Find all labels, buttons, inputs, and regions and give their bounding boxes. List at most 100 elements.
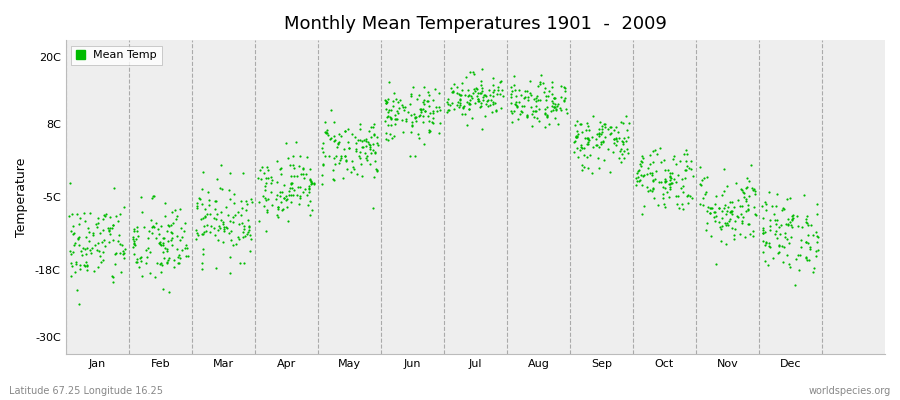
- Point: [761, 189, 776, 196]
- Point: [666, 155, 680, 162]
- Point: [127, 250, 141, 257]
- Point: [542, 88, 556, 94]
- Point: [540, 111, 554, 118]
- Point: [241, 216, 256, 223]
- Point: [200, 211, 214, 217]
- Point: [550, 103, 564, 110]
- Point: [479, 101, 493, 107]
- Point: [481, 102, 495, 109]
- Point: [161, 238, 176, 245]
- Point: [413, 112, 428, 118]
- Point: [385, 134, 400, 141]
- Point: [465, 95, 480, 102]
- Point: [537, 84, 552, 91]
- Point: [398, 104, 412, 110]
- Point: [223, 270, 238, 276]
- Point: [762, 217, 777, 224]
- Point: [216, 221, 230, 228]
- Point: [632, 167, 646, 173]
- Point: [407, 110, 421, 117]
- Point: [489, 107, 503, 114]
- Point: [292, 153, 307, 160]
- Point: [286, 192, 301, 198]
- Point: [575, 129, 590, 135]
- Point: [145, 195, 159, 201]
- Point: [316, 140, 330, 146]
- Point: [98, 242, 112, 249]
- Point: [608, 136, 623, 142]
- Point: [735, 213, 750, 220]
- Point: [697, 175, 711, 181]
- Point: [200, 222, 214, 228]
- Point: [604, 130, 618, 136]
- Point: [134, 273, 148, 280]
- Point: [530, 93, 544, 100]
- Point: [777, 243, 791, 250]
- Point: [763, 223, 778, 230]
- Point: [604, 124, 618, 130]
- Point: [629, 174, 643, 181]
- Point: [393, 96, 408, 103]
- Point: [758, 242, 772, 248]
- Point: [418, 108, 432, 114]
- Point: [793, 251, 807, 258]
- Point: [468, 100, 482, 106]
- Point: [508, 100, 522, 107]
- Point: [772, 249, 787, 256]
- Text: worldspecies.org: worldspecies.org: [809, 386, 891, 396]
- Point: [228, 212, 242, 218]
- Point: [634, 172, 649, 178]
- Point: [665, 170, 680, 176]
- Point: [132, 255, 147, 261]
- Point: [595, 122, 609, 129]
- Point: [196, 168, 211, 175]
- Point: [442, 106, 456, 113]
- Point: [127, 228, 141, 235]
- Point: [764, 202, 778, 209]
- Point: [620, 134, 634, 140]
- Point: [676, 206, 690, 212]
- Point: [341, 144, 356, 151]
- Point: [772, 230, 787, 237]
- Point: [73, 266, 87, 272]
- Point: [663, 181, 678, 188]
- Point: [74, 248, 88, 254]
- Point: [461, 93, 475, 99]
- Point: [708, 218, 723, 224]
- Point: [386, 98, 400, 104]
- Point: [527, 114, 542, 120]
- Point: [786, 212, 800, 219]
- Point: [677, 150, 691, 157]
- Point: [112, 250, 127, 256]
- Point: [259, 175, 274, 182]
- Point: [65, 263, 79, 269]
- Point: [405, 123, 419, 130]
- Point: [63, 180, 77, 187]
- Point: [485, 109, 500, 116]
- Point: [152, 241, 166, 248]
- Point: [383, 121, 398, 128]
- Point: [290, 192, 304, 198]
- Point: [168, 216, 183, 222]
- Point: [794, 244, 808, 250]
- Point: [178, 245, 193, 251]
- Point: [580, 139, 595, 146]
- Point: [422, 127, 436, 134]
- Point: [733, 230, 747, 237]
- Point: [460, 121, 474, 128]
- Point: [745, 228, 760, 234]
- Point: [755, 249, 770, 256]
- Point: [569, 133, 583, 139]
- Point: [616, 120, 630, 126]
- Point: [780, 252, 795, 258]
- Point: [142, 269, 157, 276]
- Point: [678, 167, 692, 174]
- Point: [801, 222, 815, 228]
- Point: [715, 215, 729, 221]
- Point: [446, 106, 461, 112]
- Point: [462, 101, 476, 107]
- Point: [432, 104, 446, 110]
- Point: [381, 137, 395, 144]
- Point: [717, 201, 732, 208]
- Point: [261, 167, 275, 174]
